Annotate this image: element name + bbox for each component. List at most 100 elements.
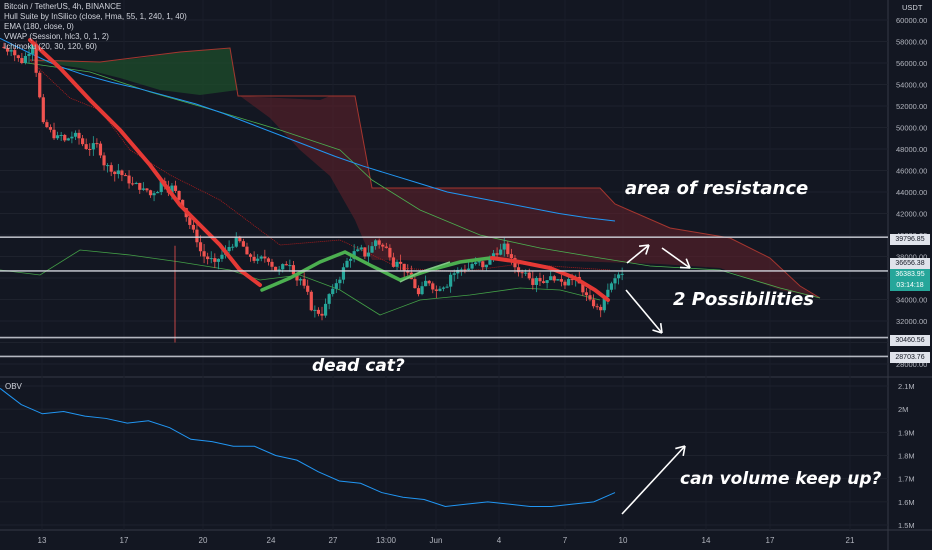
candle-body [202,251,206,257]
y-tick-label: 60000.00 [896,16,927,25]
price-tag-39796: 39796.85 [890,234,930,245]
candle-body [52,129,56,139]
candle-body [552,276,556,281]
candle-body [384,246,388,248]
candle-body [534,278,538,285]
candle-body [156,192,160,194]
candle-body [206,256,210,260]
candle-body [316,309,321,314]
candle-body [370,246,374,253]
arrow-volume-head [675,445,686,450]
candle-body [595,306,599,308]
obv-tick-label: 2.1M [898,382,915,391]
candle-body [256,258,260,261]
candle-body [581,283,585,293]
x-tick-label: 13:00 [376,536,397,545]
candle-body [566,279,571,286]
candle-body [599,306,603,311]
candle-body [499,249,503,255]
candle-body [77,132,81,139]
y-tick-label: 44000.00 [896,188,927,197]
candle-body [145,188,149,191]
y-tick-label: 48000.00 [896,145,927,154]
candle-body [106,165,110,167]
candle-body [273,266,278,271]
x-tick-label: 24 [267,536,276,545]
x-tick-label: 17 [766,536,775,545]
ema-line [0,37,616,222]
candle-body [2,46,6,49]
price-tag-28703: 28703.76 [890,352,930,363]
candle-body [488,257,492,265]
candle-body [245,246,249,255]
legend-vwap[interactable]: VWAP (Session, hlc3, 0, 1, 2) [4,32,109,41]
candle-body [281,264,285,270]
cloud-bullish [30,48,238,95]
candle-body [466,268,471,270]
candle-body [541,281,546,283]
candle-body [263,256,267,259]
legend-ichimoku[interactable]: Ichimoku (20, 30, 120, 60) [4,42,97,51]
candle-body [73,132,78,137]
candle-body [302,279,306,286]
candle-body [474,262,478,265]
candle-body [306,285,310,292]
candle-body [424,280,428,287]
x-tick-label: 4 [497,536,502,545]
candle-body [288,265,292,267]
ema-series [0,37,616,222]
annotation-possibilities: 2 Possibilities [673,289,815,310]
legend-symbol[interactable]: Bitcoin / TetherUS, 4h, BINANCE [4,2,122,11]
candle-body [16,55,20,59]
candle-body [195,229,199,243]
candle-body [388,247,392,258]
candle-body [213,258,217,262]
legend-ema[interactable]: EMA (180, close, 0) [4,22,74,31]
candle-body [395,261,399,267]
candle-body [231,246,235,248]
candle-body [152,193,156,196]
candle-body [284,264,288,266]
annotation-resistance: area of resistance [625,178,809,199]
y-tick-label: 38000.00 [896,253,927,262]
candle-body [59,134,63,136]
y-tick-label: 54000.00 [896,81,927,90]
candle-body [524,272,528,274]
y-tick-label: 28000.00 [896,360,927,369]
x-tick-label: 21 [846,536,855,545]
legend-obv[interactable]: OBV [5,382,22,391]
candle-body [30,43,35,54]
candle-body [588,295,592,300]
candle-body [520,272,524,274]
candle-body [402,263,406,271]
candle-body [323,303,328,316]
chikou-span [0,249,601,316]
candle-body [616,274,621,279]
candle-body [270,261,274,267]
candle-body [198,242,203,252]
candle-body [441,287,446,289]
legend-hull[interactable]: Hull Suite by InSilico (close, Hma, 55, … [4,12,187,21]
candle-body [549,276,553,281]
hull-up-thin [399,261,451,283]
candle-body [416,288,421,295]
candle-body [491,253,496,258]
candle-body [327,294,331,304]
candle-body [502,243,506,250]
candlesticks [2,40,624,343]
obv-tick-label: 1.8M [898,452,915,461]
arrow-volume [621,445,686,515]
candle-body [41,97,45,123]
x-tick-label: Jun [430,536,443,545]
candle-body [216,258,220,262]
candle-body [313,309,317,311]
candle-body [84,144,88,149]
candle-body [113,171,117,175]
obv-line [0,387,616,507]
x-tick-label: 27 [329,536,338,545]
candle-body [45,122,49,128]
arrow-up-short-head [645,244,650,255]
candle-body [9,50,13,52]
candle-body [606,289,610,297]
